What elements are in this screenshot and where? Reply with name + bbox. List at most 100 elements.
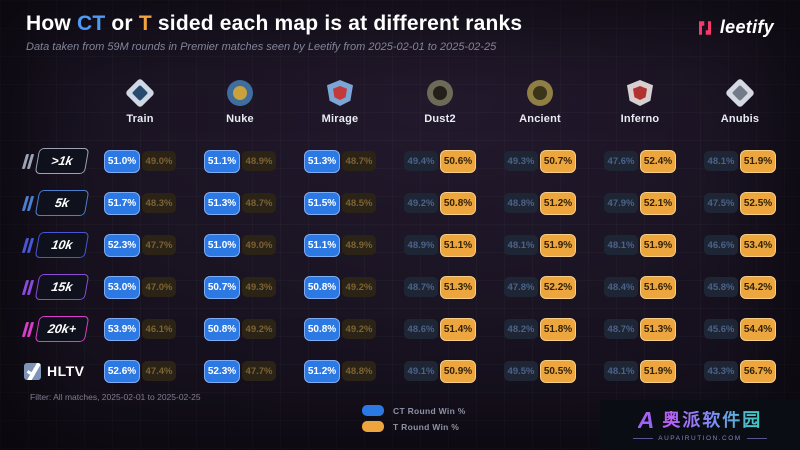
- winrate-cell-train-10k: 52.3% 47.7%: [90, 233, 190, 257]
- map-label: Inferno: [620, 113, 660, 125]
- winrate-cell-anubis-hltv: 43.3% 56.7%: [690, 359, 790, 383]
- t-winrate-pill: 51.8%: [540, 317, 576, 341]
- map-header-inferno: Inferno: [590, 80, 690, 125]
- winrate-cell-train-hltv: 52.6% 47.4%: [90, 359, 190, 383]
- winrate-cell-dust2-20k+: 48.6% 51.4%: [390, 317, 490, 341]
- t-winrate-pill: 51.2%: [540, 191, 576, 215]
- t-winrate-pill: 52.2%: [540, 275, 576, 299]
- winrate-cell-inferno-hltv: 48.1% 51.9%: [590, 359, 690, 383]
- winrate-cell-dust2-10k: 48.9% 51.1%: [390, 233, 490, 257]
- winrate-cell-nuke-hltv: 52.3% 47.7%: [190, 359, 290, 383]
- leetify-logo: leetify: [696, 17, 774, 38]
- table-row-5k: 5k 51.7% 48.3% 51.3% 48.7% 51.5% 48.5% 49.2% 50.…: [21, 182, 790, 224]
- winrate-cell-inferno-10k: 48.1% 51.9%: [590, 233, 690, 257]
- winrate-cell-mirage-hltv: 51.2% 48.8%: [290, 359, 390, 383]
- ct-winrate-pill: 53.0%: [104, 275, 140, 299]
- hltv-label: HLTV: [24, 362, 90, 380]
- winrate-cell-ancient-hltv: 49.5% 50.5%: [490, 359, 590, 383]
- ct-winrate-pill: 49.2%: [404, 193, 438, 213]
- ct-winrate-pill: 49.3%: [504, 151, 538, 171]
- t-winrate-pill: 48.7%: [342, 151, 376, 171]
- rank-slashes-icon: [21, 195, 35, 211]
- rank-slashes-icon: [21, 279, 35, 295]
- inferno-map-icon: [627, 80, 653, 106]
- t-winrate-pill: 52.4%: [640, 149, 676, 173]
- ct-winrate-pill: 50.8%: [304, 275, 340, 299]
- t-winrate-pill: 49.2%: [242, 319, 276, 339]
- t-winrate-pill: 51.6%: [640, 275, 676, 299]
- legend: CT Round Win % T Round Win %: [362, 405, 466, 432]
- map-label: Nuke: [226, 113, 254, 125]
- map-header-nuke: Nuke: [190, 80, 290, 125]
- ct-winrate-pill: 49.5%: [504, 361, 538, 381]
- t-winrate-pill: 51.3%: [440, 275, 476, 299]
- t-winrate-pill: 47.0%: [142, 277, 176, 297]
- ct-winrate-pill: 48.1%: [504, 235, 538, 255]
- ct-winrate-pill: 49.1%: [404, 361, 438, 381]
- t-winrate-pill: 51.9%: [640, 233, 676, 257]
- title-text: or: [105, 12, 139, 35]
- t-winrate-pill: 50.7%: [540, 149, 576, 173]
- t-winrate-pill: 50.8%: [440, 191, 476, 215]
- winrate-cell-ancient-15k: 47.8% 52.2%: [490, 275, 590, 299]
- t-winrate-pill: 51.9%: [540, 233, 576, 257]
- winrate-cell-mirage-10k: 51.1% 48.9%: [290, 233, 390, 257]
- page-title: How CT or T sided each map is at differe…: [26, 12, 522, 36]
- table-row->1k: >1k 51.0% 49.0% 51.1% 48.9% 51.3% 48.7% 49.4% 50…: [21, 140, 790, 182]
- map-header-row: Train Nuke Mirage Dust2 Ancient Inferno Anubis: [24, 77, 790, 140]
- title-text: sided each map is at different ranks: [151, 12, 523, 35]
- map-header-anubis: Anubis: [690, 77, 790, 125]
- legend-item: T Round Win %: [362, 421, 466, 432]
- ct-winrate-pill: 51.1%: [204, 149, 240, 173]
- map-label: Ancient: [519, 113, 561, 125]
- winrate-table: Train Nuke Mirage Dust2 Ancient Inferno Anubis…: [21, 77, 790, 392]
- rank-badge-10k: 10k: [21, 232, 90, 258]
- t-winrate-pill: 56.7%: [740, 359, 776, 383]
- mirage-map-icon: [327, 80, 353, 106]
- winrate-cell-train-20k+: 53.9% 46.1%: [90, 317, 190, 341]
- title-ct-highlight: CT: [76, 12, 106, 35]
- t-winrate-pill: 48.9%: [242, 151, 276, 171]
- ct-winrate-pill: 47.6%: [604, 151, 638, 171]
- watermark-site-name: 奥派软件园: [662, 410, 763, 430]
- winrate-cell-nuke-10k: 51.0% 49.0%: [190, 233, 290, 257]
- ct-winrate-pill: 48.1%: [704, 151, 738, 171]
- winrate-cell-anubis->1k: 48.1% 51.9%: [690, 149, 790, 173]
- winrate-cell-anubis-20k+: 45.6% 54.4%: [690, 317, 790, 341]
- winrate-cell-anubis-15k: 45.8% 54.2%: [690, 275, 790, 299]
- t-winrate-pill: 50.6%: [440, 149, 476, 173]
- t-winrate-pill: 49.0%: [242, 235, 276, 255]
- ct-winrate-pill: 51.3%: [204, 191, 240, 215]
- winrate-cell-dust2->1k: 49.4% 50.6%: [390, 149, 490, 173]
- rank-badge-5k: 5k: [21, 190, 90, 216]
- leetify-icon: [698, 20, 711, 35]
- t-winrate-pill: 49.2%: [342, 319, 376, 339]
- winrate-cell-anubis-5k: 47.5% 52.5%: [690, 191, 790, 215]
- leetify-wordmark: leetify: [719, 17, 774, 37]
- rank-badge->1k: >1k: [21, 148, 90, 174]
- rank-badge-15k: 15k: [21, 274, 90, 300]
- ancient-map-icon: [527, 80, 553, 106]
- ct-winrate-pill: 48.7%: [604, 319, 638, 339]
- t-winrate-pill: 51.9%: [740, 149, 776, 173]
- map-label: Mirage: [321, 113, 359, 125]
- t-winrate-pill: 51.3%: [640, 317, 676, 341]
- ct-winrate-pill: 47.5%: [704, 193, 738, 213]
- ct-winrate-pill: 47.9%: [604, 193, 638, 213]
- t-winrate-pill: 51.1%: [440, 233, 476, 257]
- ct-winrate-pill: 48.8%: [504, 193, 538, 213]
- winrate-cell-dust2-15k: 48.7% 51.3%: [390, 275, 490, 299]
- ct-winrate-pill: 52.6%: [104, 359, 140, 383]
- t-winrate-pill: 48.8%: [342, 361, 376, 381]
- t-winrate-pill: 48.3%: [142, 193, 176, 213]
- ct-winrate-pill: 47.8%: [504, 277, 538, 297]
- ct-winrate-pill: 48.2%: [504, 319, 538, 339]
- winrate-cell-nuke-20k+: 50.8% 49.2%: [190, 317, 290, 341]
- watermark-domain: AUPAIRUTION.COM: [633, 435, 767, 442]
- t-winrate-pill: 51.4%: [440, 317, 476, 341]
- nuke-map-icon: [227, 80, 253, 106]
- t-winrate-pill: 50.9%: [440, 359, 476, 383]
- t-winrate-pill: 50.5%: [540, 359, 576, 383]
- winrate-cell-ancient-10k: 48.1% 51.9%: [490, 233, 590, 257]
